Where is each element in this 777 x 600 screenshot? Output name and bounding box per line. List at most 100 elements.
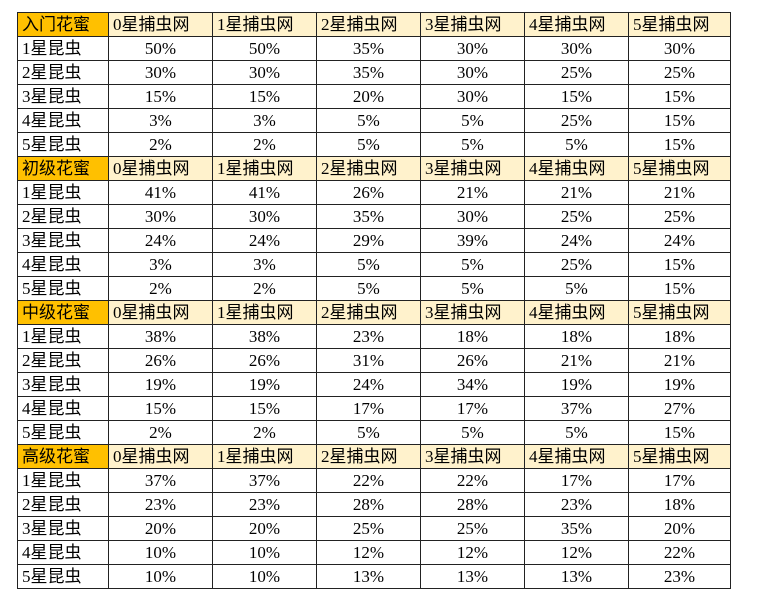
cell: 10% bbox=[108, 564, 213, 589]
cell: 2% bbox=[212, 420, 317, 445]
cell: 24% bbox=[108, 228, 213, 253]
cell: 2% bbox=[108, 420, 213, 445]
cell: 5星昆虫 bbox=[17, 420, 109, 445]
cell: 15% bbox=[212, 84, 317, 109]
cell: 1星昆虫 bbox=[17, 468, 109, 493]
cell: 30% bbox=[420, 84, 525, 109]
data-row: 4星昆虫 15% 15% 17% 17% 37% 27% bbox=[17, 396, 731, 421]
cell: 30% bbox=[420, 60, 525, 85]
cell: 2星捕虫网 bbox=[316, 156, 421, 181]
cell: 15% bbox=[108, 396, 213, 421]
cell: 25% bbox=[628, 204, 731, 229]
data-row: 4星昆虫 3% 3% 5% 5% 25% 15% bbox=[17, 252, 731, 277]
header-row: 入门花蜜 0星捕虫网 1星捕虫网 2星捕虫网 3星捕虫网 4星捕虫网 5星捕虫网 bbox=[17, 12, 731, 37]
cell: 15% bbox=[628, 108, 731, 133]
cell: 5星捕虫网 bbox=[628, 12, 731, 37]
data-row: 3星昆虫 15% 15% 20% 30% 15% 15% bbox=[17, 84, 731, 109]
cell: 18% bbox=[524, 324, 629, 349]
cell: 15% bbox=[628, 252, 731, 277]
cell: 2% bbox=[212, 132, 317, 157]
cell: 20% bbox=[628, 516, 731, 541]
data-row: 2星昆虫 23% 23% 28% 28% 23% 18% bbox=[17, 492, 731, 517]
cell: 35% bbox=[316, 60, 421, 85]
cell: 21% bbox=[420, 180, 525, 205]
cell: 10% bbox=[212, 540, 317, 565]
cell: 12% bbox=[420, 540, 525, 565]
cell: 3星昆虫 bbox=[17, 84, 109, 109]
data-row: 4星昆虫 3% 3% 5% 5% 25% 15% bbox=[17, 108, 731, 133]
data-row: 2星昆虫 30% 30% 35% 30% 25% 25% bbox=[17, 60, 731, 85]
cell: 13% bbox=[316, 564, 421, 589]
cell: 5% bbox=[316, 420, 421, 445]
cell: 24% bbox=[524, 228, 629, 253]
cell: 35% bbox=[524, 516, 629, 541]
cell: 22% bbox=[316, 468, 421, 493]
cell: 5% bbox=[420, 252, 525, 277]
cell: 5星昆虫 bbox=[17, 564, 109, 589]
cell: 5% bbox=[316, 108, 421, 133]
cell: 3星昆虫 bbox=[17, 228, 109, 253]
cell: 中级花蜜 bbox=[17, 300, 109, 325]
cell: 5% bbox=[524, 420, 629, 445]
cell: 50% bbox=[212, 36, 317, 61]
cell: 2星昆虫 bbox=[17, 348, 109, 373]
data-row: 3星昆虫 24% 24% 29% 39% 24% 24% bbox=[17, 228, 731, 253]
cell: 3% bbox=[212, 252, 317, 277]
cell: 28% bbox=[420, 492, 525, 517]
cell: 2星捕虫网 bbox=[316, 444, 421, 469]
cell: 5星捕虫网 bbox=[628, 444, 731, 469]
cell: 5% bbox=[524, 276, 629, 301]
cell: 23% bbox=[212, 492, 317, 517]
cell: 30% bbox=[108, 60, 213, 85]
cell: 5% bbox=[316, 252, 421, 277]
data-row: 5星昆虫 2% 2% 5% 5% 5% 15% bbox=[17, 420, 731, 445]
cell: 24% bbox=[316, 372, 421, 397]
cell: 0星捕虫网 bbox=[108, 444, 213, 469]
cell: 5% bbox=[420, 276, 525, 301]
cell: 20% bbox=[108, 516, 213, 541]
cell: 21% bbox=[628, 348, 731, 373]
cell: 4星昆虫 bbox=[17, 396, 109, 421]
cell: 22% bbox=[628, 540, 731, 565]
data-row: 1星昆虫 41% 41% 26% 21% 21% 21% bbox=[17, 180, 731, 205]
cell: 15% bbox=[628, 84, 731, 109]
cell: 12% bbox=[524, 540, 629, 565]
cell: 30% bbox=[212, 60, 317, 85]
cell: 19% bbox=[108, 372, 213, 397]
cell: 25% bbox=[316, 516, 421, 541]
cell: 1星捕虫网 bbox=[212, 444, 317, 469]
cell: 41% bbox=[212, 180, 317, 205]
cell: 29% bbox=[316, 228, 421, 253]
cell: 31% bbox=[316, 348, 421, 373]
cell: 37% bbox=[108, 468, 213, 493]
cell: 3星昆虫 bbox=[17, 516, 109, 541]
cell: 5% bbox=[316, 276, 421, 301]
cell: 15% bbox=[628, 132, 731, 157]
cell: 20% bbox=[212, 516, 317, 541]
cell: 0星捕虫网 bbox=[108, 156, 213, 181]
cell: 5% bbox=[420, 108, 525, 133]
cell: 17% bbox=[524, 468, 629, 493]
cell: 30% bbox=[420, 204, 525, 229]
cell: 19% bbox=[212, 372, 317, 397]
cell: 5星捕虫网 bbox=[628, 300, 731, 325]
cell: 5% bbox=[524, 132, 629, 157]
cell: 25% bbox=[524, 60, 629, 85]
cell: 15% bbox=[108, 84, 213, 109]
cell: 0星捕虫网 bbox=[108, 300, 213, 325]
cell: 35% bbox=[316, 36, 421, 61]
data-row: 5星昆虫 10% 10% 13% 13% 13% 23% bbox=[17, 564, 731, 589]
cell: 3星捕虫网 bbox=[420, 156, 525, 181]
cell: 17% bbox=[628, 468, 731, 493]
cell: 4星捕虫网 bbox=[524, 156, 629, 181]
cell: 41% bbox=[108, 180, 213, 205]
cell: 30% bbox=[524, 36, 629, 61]
cell: 21% bbox=[524, 348, 629, 373]
cell: 5星昆虫 bbox=[17, 276, 109, 301]
cell: 1星昆虫 bbox=[17, 324, 109, 349]
cell: 21% bbox=[628, 180, 731, 205]
cell: 5星昆虫 bbox=[17, 132, 109, 157]
cell: 20% bbox=[316, 84, 421, 109]
cell: 26% bbox=[108, 348, 213, 373]
